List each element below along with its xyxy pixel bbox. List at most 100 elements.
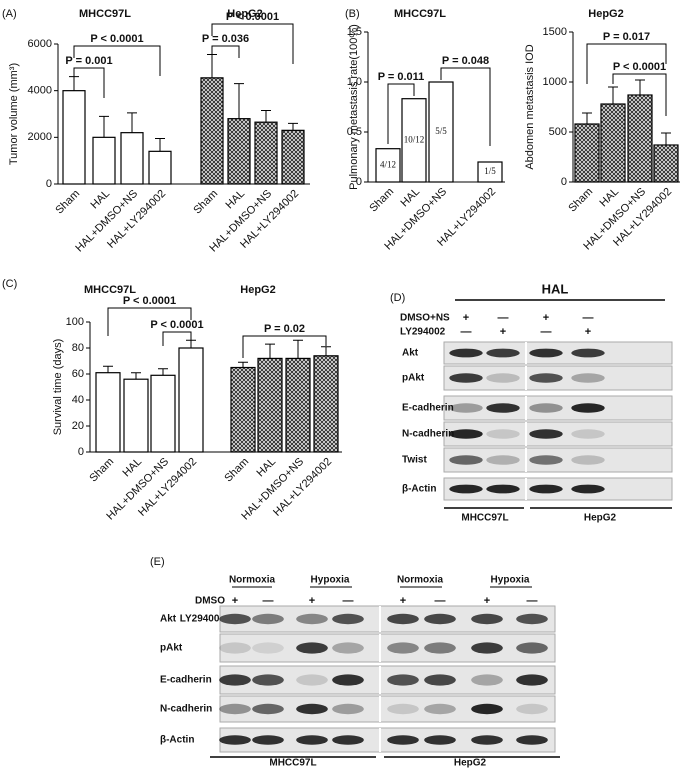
band [516, 735, 548, 745]
y-tick-label: 80 [72, 342, 84, 354]
band [296, 642, 328, 654]
error-bar [131, 372, 141, 380]
bracket [440, 67, 491, 146]
band [571, 403, 605, 413]
band [387, 613, 419, 625]
y-tick-label: 2000 [28, 131, 52, 143]
band [219, 642, 251, 654]
bar [257, 357, 283, 453]
band [424, 613, 456, 625]
x-tick-label: HAL [121, 456, 145, 480]
error-bar [155, 138, 165, 152]
bar [627, 94, 653, 183]
condition-label: Normoxia [397, 575, 444, 586]
bar [428, 81, 454, 183]
annotation: P = 0.036 [202, 33, 249, 45]
error-bar [635, 79, 645, 95]
panel-label: (B) [345, 8, 360, 20]
bar [92, 136, 116, 185]
protein-label: Twist [402, 455, 427, 466]
bar [600, 103, 626, 183]
band [424, 703, 456, 715]
annotation: P = 0.02 [264, 323, 305, 335]
annotation: P < 0.0001 [226, 11, 279, 23]
band [219, 735, 251, 745]
band [516, 703, 548, 715]
bar [574, 123, 600, 183]
bar [281, 129, 305, 185]
x-tick-label: Sham [191, 188, 220, 217]
band [219, 613, 251, 625]
protein-label: E-cadherin [160, 675, 212, 686]
protein-label: β-Actin [160, 735, 194, 746]
value-label: 4/12 [380, 159, 396, 169]
treatment-mark: — [583, 312, 594, 324]
band [296, 613, 328, 625]
y-tick-label: 1.0 [347, 76, 362, 88]
band [516, 674, 548, 686]
bracket [162, 331, 192, 346]
annotation: P = 0.011 [378, 71, 425, 83]
error-bar [234, 83, 244, 119]
bar [227, 118, 251, 185]
band [296, 703, 328, 715]
band [471, 613, 503, 625]
y-axis-label: Abdomen metastasis IOD [524, 44, 536, 169]
group-title: MHCC97L [79, 8, 131, 20]
protein-label: β-Actin [402, 484, 436, 495]
error-bar [186, 339, 196, 348]
protein-label: N-cadherin [402, 429, 454, 440]
band [387, 642, 419, 654]
band [571, 373, 605, 383]
group-title: HepG2 [227, 8, 262, 20]
treatment-mark: — [527, 595, 538, 607]
bar [313, 355, 339, 453]
treatment-mark: + [309, 595, 315, 607]
treatment-label: DMSO [195, 596, 225, 607]
error-bar [265, 343, 275, 359]
band [424, 674, 456, 686]
band [252, 674, 284, 686]
band [571, 455, 605, 465]
treatment-label: DMSO+NS [400, 313, 450, 324]
band [529, 373, 563, 383]
treatment-mark: + [500, 326, 506, 338]
y-tick-label: 500 [549, 126, 567, 138]
protein-label: pAkt [402, 373, 425, 384]
x-tick-label: HAL [89, 188, 113, 212]
band [219, 674, 251, 686]
blot-strip [443, 395, 673, 421]
annotation: P = 0.001 [65, 55, 112, 67]
y-tick-label: 0 [561, 176, 567, 188]
error-bar [293, 339, 303, 359]
x-tick-label: Sham [222, 456, 251, 485]
bracket [612, 73, 667, 116]
band [449, 484, 483, 494]
bar [62, 90, 86, 185]
x-tick-label: HAL [224, 188, 248, 212]
bar [375, 148, 401, 183]
x-tick-label: Sham [367, 186, 396, 215]
bracket [387, 83, 415, 144]
bar [653, 144, 679, 183]
cell-line-label: HepG2 [454, 758, 487, 769]
condition-label: Normoxia [229, 575, 276, 586]
band [529, 348, 563, 358]
x-tick-label: HAL [255, 456, 279, 480]
condition-label: Hypoxia [311, 575, 350, 586]
band [449, 373, 483, 383]
band [296, 735, 328, 745]
bracket [73, 45, 161, 76]
band [471, 674, 503, 686]
x-tick-label: Sham [566, 186, 595, 215]
protein-label: Akt [160, 614, 177, 625]
band [332, 735, 364, 745]
bar [178, 347, 204, 453]
cell-line-label: MHCC97L [461, 513, 508, 524]
annotation: P < 0.0001 [90, 33, 143, 45]
band [486, 348, 520, 358]
treatment-label: LY294002 [400, 327, 446, 338]
y-axis-label: Pulmonary metastasis rate(100%) [348, 24, 360, 190]
treatment-mark: + [543, 312, 549, 324]
chart-title: HepG2 [588, 8, 623, 20]
